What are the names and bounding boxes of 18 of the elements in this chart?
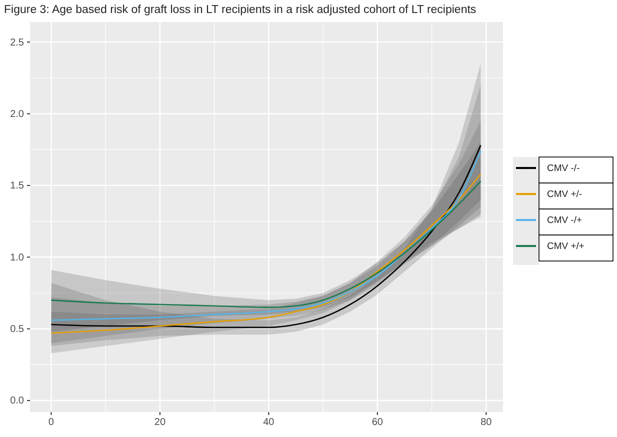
x-tick-label: 60 xyxy=(372,417,384,428)
line-series xyxy=(50,180,482,308)
y-tick-label: 0.5 xyxy=(10,324,24,336)
legend-label: CMV -/+ xyxy=(547,215,583,226)
chart-title: Figure 3: Age based risk of graft loss in LT recipients in a risk adjusted cohort of LT recipients xyxy=(4,4,476,16)
x-tick-label: 20 xyxy=(154,417,166,428)
y-tick-label: 1.5 xyxy=(10,180,24,192)
y-tick-label: 2.5 xyxy=(10,37,24,48)
x-tick-label: 80 xyxy=(480,417,492,428)
legend-label: CMV -/- xyxy=(547,163,580,174)
y-tick-label: 2.0 xyxy=(10,108,24,120)
y-tick-label: 0.0 xyxy=(10,396,24,407)
x-tick-label: 40 xyxy=(263,417,275,428)
legend-label: CMV +/+ xyxy=(547,241,585,252)
x-tick-label: 0 xyxy=(48,417,54,428)
line-series xyxy=(50,173,482,334)
legend-label: CMV +/- xyxy=(547,189,582,200)
y-tick-label: 1.0 xyxy=(10,252,24,264)
